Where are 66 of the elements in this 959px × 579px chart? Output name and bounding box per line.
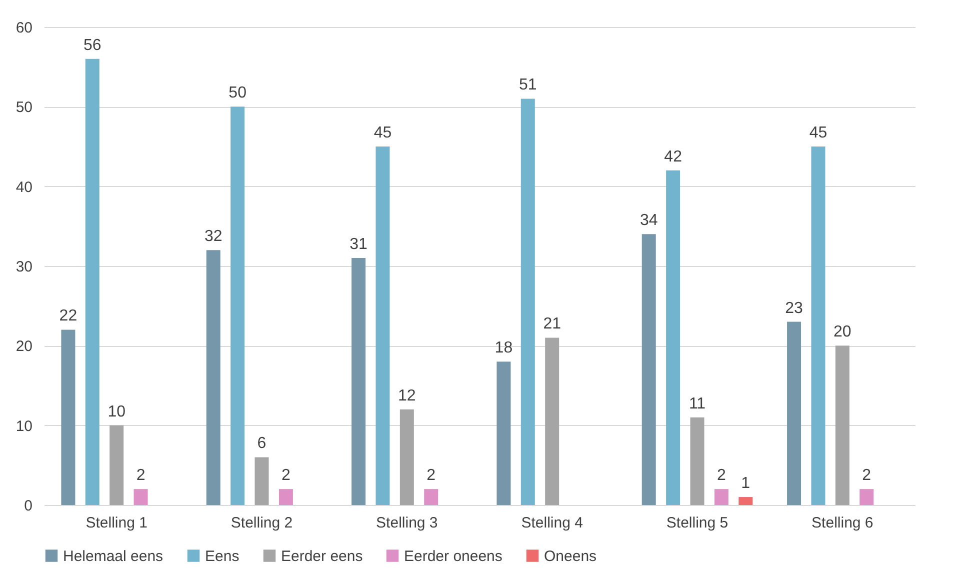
- y-tick-label: 50: [16, 99, 32, 116]
- bar: [400, 409, 414, 505]
- x-tick-label: Stelling 3: [376, 514, 438, 532]
- x-tick-label: Stelling 2: [230, 514, 293, 532]
- data-label: 50: [228, 84, 247, 102]
- data-label: 10: [108, 403, 126, 420]
- legend-label: Eerder oneens: [404, 548, 502, 565]
- data-label: 2: [862, 467, 872, 484]
- y-tick-label: 20: [16, 338, 32, 356]
- data-label: 51: [518, 76, 537, 94]
- bar: [787, 322, 802, 505]
- legend-label: Oneens: [544, 548, 597, 565]
- bar: [642, 234, 656, 505]
- bar: [61, 330, 76, 505]
- data-label: 12: [398, 387, 416, 404]
- y-tick-label: 10: [16, 418, 32, 435]
- bar: [424, 489, 438, 505]
- data-label: 1: [741, 475, 750, 492]
- data-label: 20: [834, 324, 852, 341]
- x-tick-label: Stelling 6: [812, 514, 874, 532]
- data-label: 23: [785, 300, 804, 317]
- x-tick-label: Stelling 4: [521, 514, 583, 532]
- bar: [496, 362, 511, 505]
- data-label: 21: [543, 316, 562, 333]
- bar: [545, 338, 560, 505]
- bar: [278, 489, 293, 505]
- data-label: 56: [83, 36, 102, 54]
- data-label: 32: [204, 228, 222, 246]
- data-label: 45: [809, 124, 828, 142]
- data-label: 2: [136, 467, 146, 484]
- data-label: 2: [426, 467, 436, 484]
- bar: [811, 146, 826, 505]
- bar: [714, 489, 728, 505]
- y-tick-label: 60: [16, 20, 32, 36]
- legend-label: Helemaal eens: [63, 548, 164, 565]
- bar: [134, 489, 148, 505]
- data-label: 6: [257, 435, 266, 452]
- bar: [254, 457, 269, 505]
- data-label: 18: [494, 340, 513, 357]
- bar: [738, 497, 753, 505]
- bar: [85, 58, 100, 505]
- bar: [230, 106, 245, 505]
- bar: [352, 258, 366, 505]
- bar: [110, 425, 124, 505]
- data-label: 11: [688, 395, 706, 412]
- data-label: 22: [59, 308, 78, 325]
- data-label: 45: [374, 124, 392, 142]
- data-label: 34: [640, 212, 658, 230]
- x-tick-label: Stelling 1: [86, 514, 148, 532]
- data-label: 42: [664, 148, 682, 166]
- legend-label: Eerder eens: [281, 548, 363, 565]
- bar: [860, 489, 874, 505]
- data-label: 2: [281, 467, 290, 484]
- bar: [835, 346, 850, 505]
- x-tick-label: Stelling 5: [666, 514, 728, 532]
- data-label: 2: [716, 467, 726, 484]
- y-tick-label: 40: [16, 178, 32, 196]
- bar: [666, 170, 680, 505]
- bar: [520, 98, 535, 505]
- bar: [690, 417, 704, 505]
- bar: [376, 146, 390, 505]
- legend-label: Eens: [205, 548, 240, 565]
- y-tick-label: 0: [24, 498, 32, 514]
- bar: [206, 250, 220, 505]
- data-label: 31: [350, 236, 368, 254]
- y-tick-label: 30: [16, 258, 32, 276]
